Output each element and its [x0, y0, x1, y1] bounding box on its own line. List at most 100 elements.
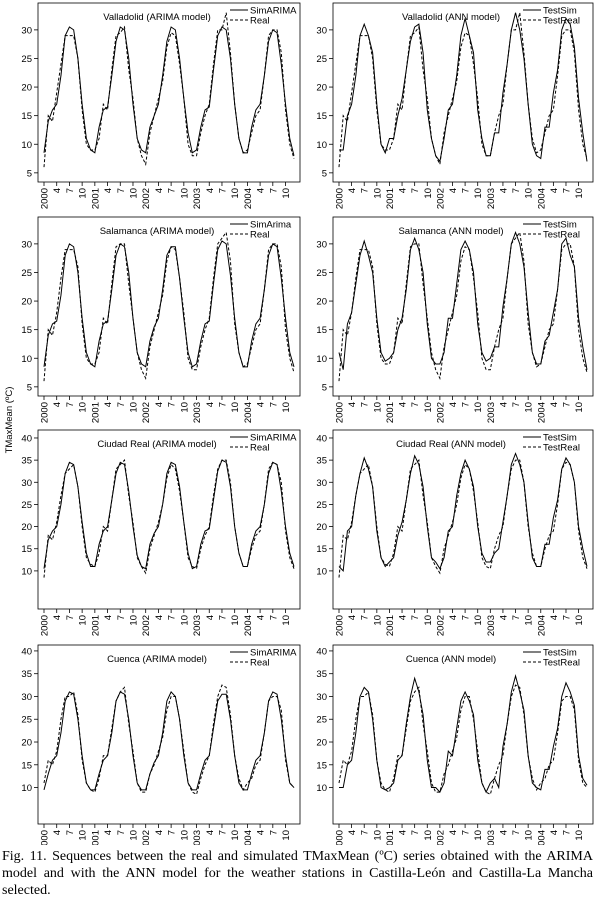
series-line	[338, 684, 588, 796]
x-tick-label: 4	[103, 402, 114, 407]
x-tick-label: 2002	[141, 615, 152, 636]
series-line	[43, 459, 295, 570]
x-tick-label: 7	[268, 830, 279, 835]
x-tick-label: 7	[511, 188, 522, 193]
y-tick-label: 10	[316, 140, 327, 151]
x-tick-label: 10	[574, 188, 585, 199]
chart-title: Valladolid (ARIMA model)	[103, 12, 211, 23]
y-tick-label: 30	[316, 692, 327, 703]
x-tick-label: 10	[372, 402, 383, 413]
x-tick-label: 10	[78, 615, 89, 626]
y-tick-label: 15	[21, 325, 32, 336]
x-tick-label: 4	[205, 188, 216, 193]
legend-label: SimArima	[250, 220, 292, 231]
x-tick-label: 4	[205, 615, 216, 620]
x-tick-label: 10	[128, 188, 139, 199]
y-tick-label: 10	[21, 566, 32, 577]
series-line	[338, 231, 588, 382]
y-tick-label: 15	[316, 325, 327, 336]
x-tick-label: 4	[347, 188, 358, 193]
x-tick-label: 4	[103, 188, 114, 193]
chart-title: Ciudad Real (ANN model)	[396, 439, 506, 450]
y-tick-label: 30	[21, 239, 32, 250]
x-tick-label: 2003	[192, 402, 203, 423]
legend-label: TestSim	[543, 6, 577, 17]
x-tick-label: 10	[179, 402, 190, 413]
plot-frame	[37, 2, 301, 183]
x-tick-label: 10	[524, 615, 535, 626]
x-tick-label: 7	[360, 830, 371, 835]
x-tick-label: 2000	[335, 188, 346, 209]
legend-label: TestReal	[543, 443, 580, 454]
x-tick-label: 10	[473, 615, 484, 626]
x-tick-label: 10	[423, 615, 434, 626]
x-tick-label: 2002	[435, 402, 446, 423]
x-tick-label: 4	[549, 830, 560, 835]
x-tick-label: 10	[524, 402, 535, 413]
series-line	[43, 691, 295, 791]
x-tick-label: 2000	[40, 402, 51, 423]
x-tick-label: 10	[281, 615, 292, 626]
x-tick-label: 7	[561, 830, 572, 835]
x-tick-label: 7	[268, 402, 279, 407]
x-tick-label: 10	[473, 188, 484, 199]
x-tick-label: 2000	[40, 830, 51, 845]
series-line	[43, 26, 295, 156]
caption: Fig. 11. Sequences between the real and …	[2, 849, 593, 898]
x-tick-label: 4	[154, 830, 165, 835]
legend-label: Real	[250, 443, 270, 454]
y-tick-label: 30	[316, 25, 327, 36]
x-tick-label: 10	[128, 402, 139, 413]
plot-frame	[332, 2, 594, 183]
legend-label: TestSim	[543, 220, 577, 231]
y-tick-label: 25	[21, 54, 32, 65]
y-tick-label: 10	[316, 783, 327, 794]
x-tick-label: 10	[230, 402, 241, 413]
y-tick-label: 5	[27, 168, 32, 179]
x-tick-label: 2003	[192, 830, 203, 845]
x-tick-label: 2001	[90, 188, 101, 209]
x-tick-label: 2002	[435, 188, 446, 209]
x-tick-label: 2000	[40, 188, 51, 209]
y-tick-label: 25	[316, 715, 327, 726]
y-tick-label: 10	[21, 783, 32, 794]
series-line	[43, 459, 295, 578]
x-tick-label: 4	[347, 615, 358, 620]
x-tick-label: 4	[398, 830, 409, 835]
x-tick-label: 7	[116, 830, 127, 835]
y-tick-label: 10	[21, 140, 32, 151]
x-tick-label: 7	[461, 188, 472, 193]
legend-label: TestReal	[543, 16, 580, 27]
y-tick-label: 15	[21, 111, 32, 122]
y-tick-label: 20	[21, 522, 32, 533]
x-tick-label: 4	[398, 402, 409, 407]
chart-title: Salamanca (ARIMA model)	[100, 226, 215, 237]
x-tick-label: 7	[167, 615, 178, 620]
legend-label: SimARIMA	[250, 648, 297, 659]
x-tick-label: 7	[167, 188, 178, 193]
x-tick-label: 2003	[486, 830, 497, 845]
x-tick-label: 10	[281, 188, 292, 199]
y-tick-label: 30	[21, 25, 32, 36]
legend-label: TestReal	[543, 230, 580, 241]
y-tick-label: 25	[316, 268, 327, 279]
x-tick-label: 10	[423, 830, 434, 841]
x-tick-label: 10	[179, 188, 190, 199]
x-tick-label: 7	[561, 402, 572, 407]
x-tick-label: 7	[268, 615, 279, 620]
x-tick-label: 7	[65, 830, 76, 835]
x-tick-label: 2003	[192, 188, 203, 209]
series-line	[338, 230, 588, 370]
x-tick-label: 10	[78, 830, 89, 841]
y-tick-label: 20	[316, 738, 327, 749]
x-tick-label: 4	[498, 402, 509, 407]
x-tick-label: 10	[78, 402, 89, 413]
x-tick-label: 10	[230, 615, 241, 626]
y-tick-label: 20	[21, 83, 32, 94]
x-tick-label: 4	[52, 402, 63, 407]
legend-label: TestSim	[543, 648, 577, 659]
x-tick-label: 4	[448, 402, 459, 407]
chart-title: Ciudad Real (ARIMA model)	[97, 439, 216, 450]
